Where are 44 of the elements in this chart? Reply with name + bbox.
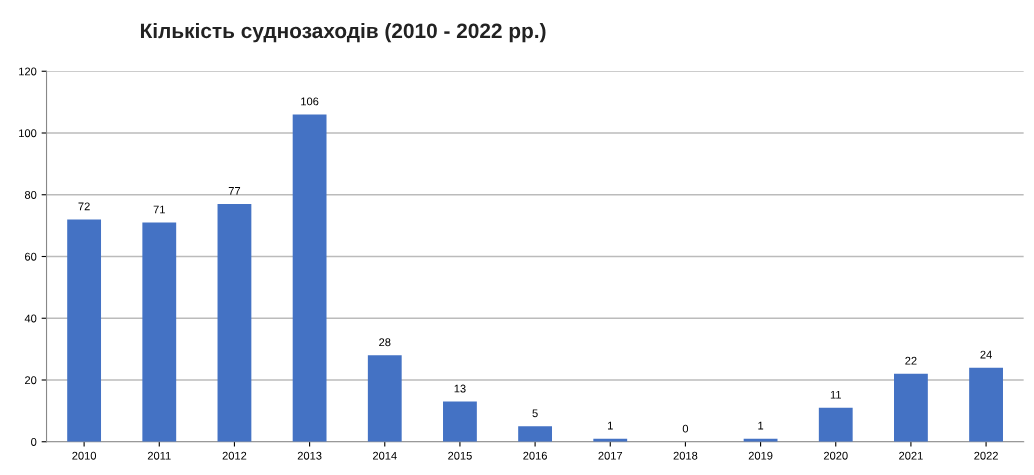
y-tick-label: 120 [19, 67, 37, 76]
bar [142, 222, 177, 442]
x-tick-label: 2017 [598, 451, 623, 460]
y-tick-label: 60 [25, 252, 37, 261]
bar [67, 219, 102, 442]
x-tick-label: 2013 [297, 451, 322, 460]
data-label: 0 [682, 424, 689, 433]
x-tick-label: 2011 [147, 451, 171, 460]
data-label: 22 [905, 356, 917, 365]
x-tick-label: 2015 [448, 451, 472, 460]
bar [292, 114, 327, 442]
x-tick-label: 2019 [748, 451, 773, 460]
data-label: 77 [228, 187, 241, 195]
data-label: 71 [153, 205, 165, 214]
bar [367, 355, 402, 442]
x-tick-label: 2018 [673, 451, 698, 460]
bar [217, 204, 252, 442]
bar [518, 426, 553, 442]
x-tick-label: 2010 [72, 451, 97, 460]
x-tick-label: 2022 [974, 451, 998, 460]
data-label: 11 [830, 390, 841, 399]
y-tick-label: 80 [24, 191, 37, 199]
x-tick-label: 2016 [523, 451, 547, 460]
data-label: 28 [379, 338, 391, 347]
data-label: 72 [78, 202, 90, 211]
x-tick-label: 2021 [899, 451, 923, 460]
data-label: 1 [608, 421, 613, 430]
bar [894, 373, 928, 442]
bar [818, 407, 853, 442]
data-label: 5 [532, 409, 538, 418]
data-label: 1 [758, 421, 764, 430]
bar [443, 401, 477, 442]
data-label: 106 [301, 97, 319, 106]
y-tick-label: 20 [25, 376, 37, 385]
y-tick-label: 40 [24, 314, 37, 323]
x-tick-label: 2020 [823, 451, 848, 460]
y-tick-label: 0 [31, 438, 37, 446]
data-label: 24 [980, 350, 992, 359]
bar [969, 367, 1003, 442]
chart-title: Кількість суднозаходів (2010 - 2022 рр.) [140, 22, 546, 43]
y-tick-label: 100 [19, 129, 37, 138]
x-tick-label: 2012 [222, 451, 247, 460]
data-label: 13 [454, 384, 466, 393]
x-tick-label: 2014 [372, 451, 397, 460]
